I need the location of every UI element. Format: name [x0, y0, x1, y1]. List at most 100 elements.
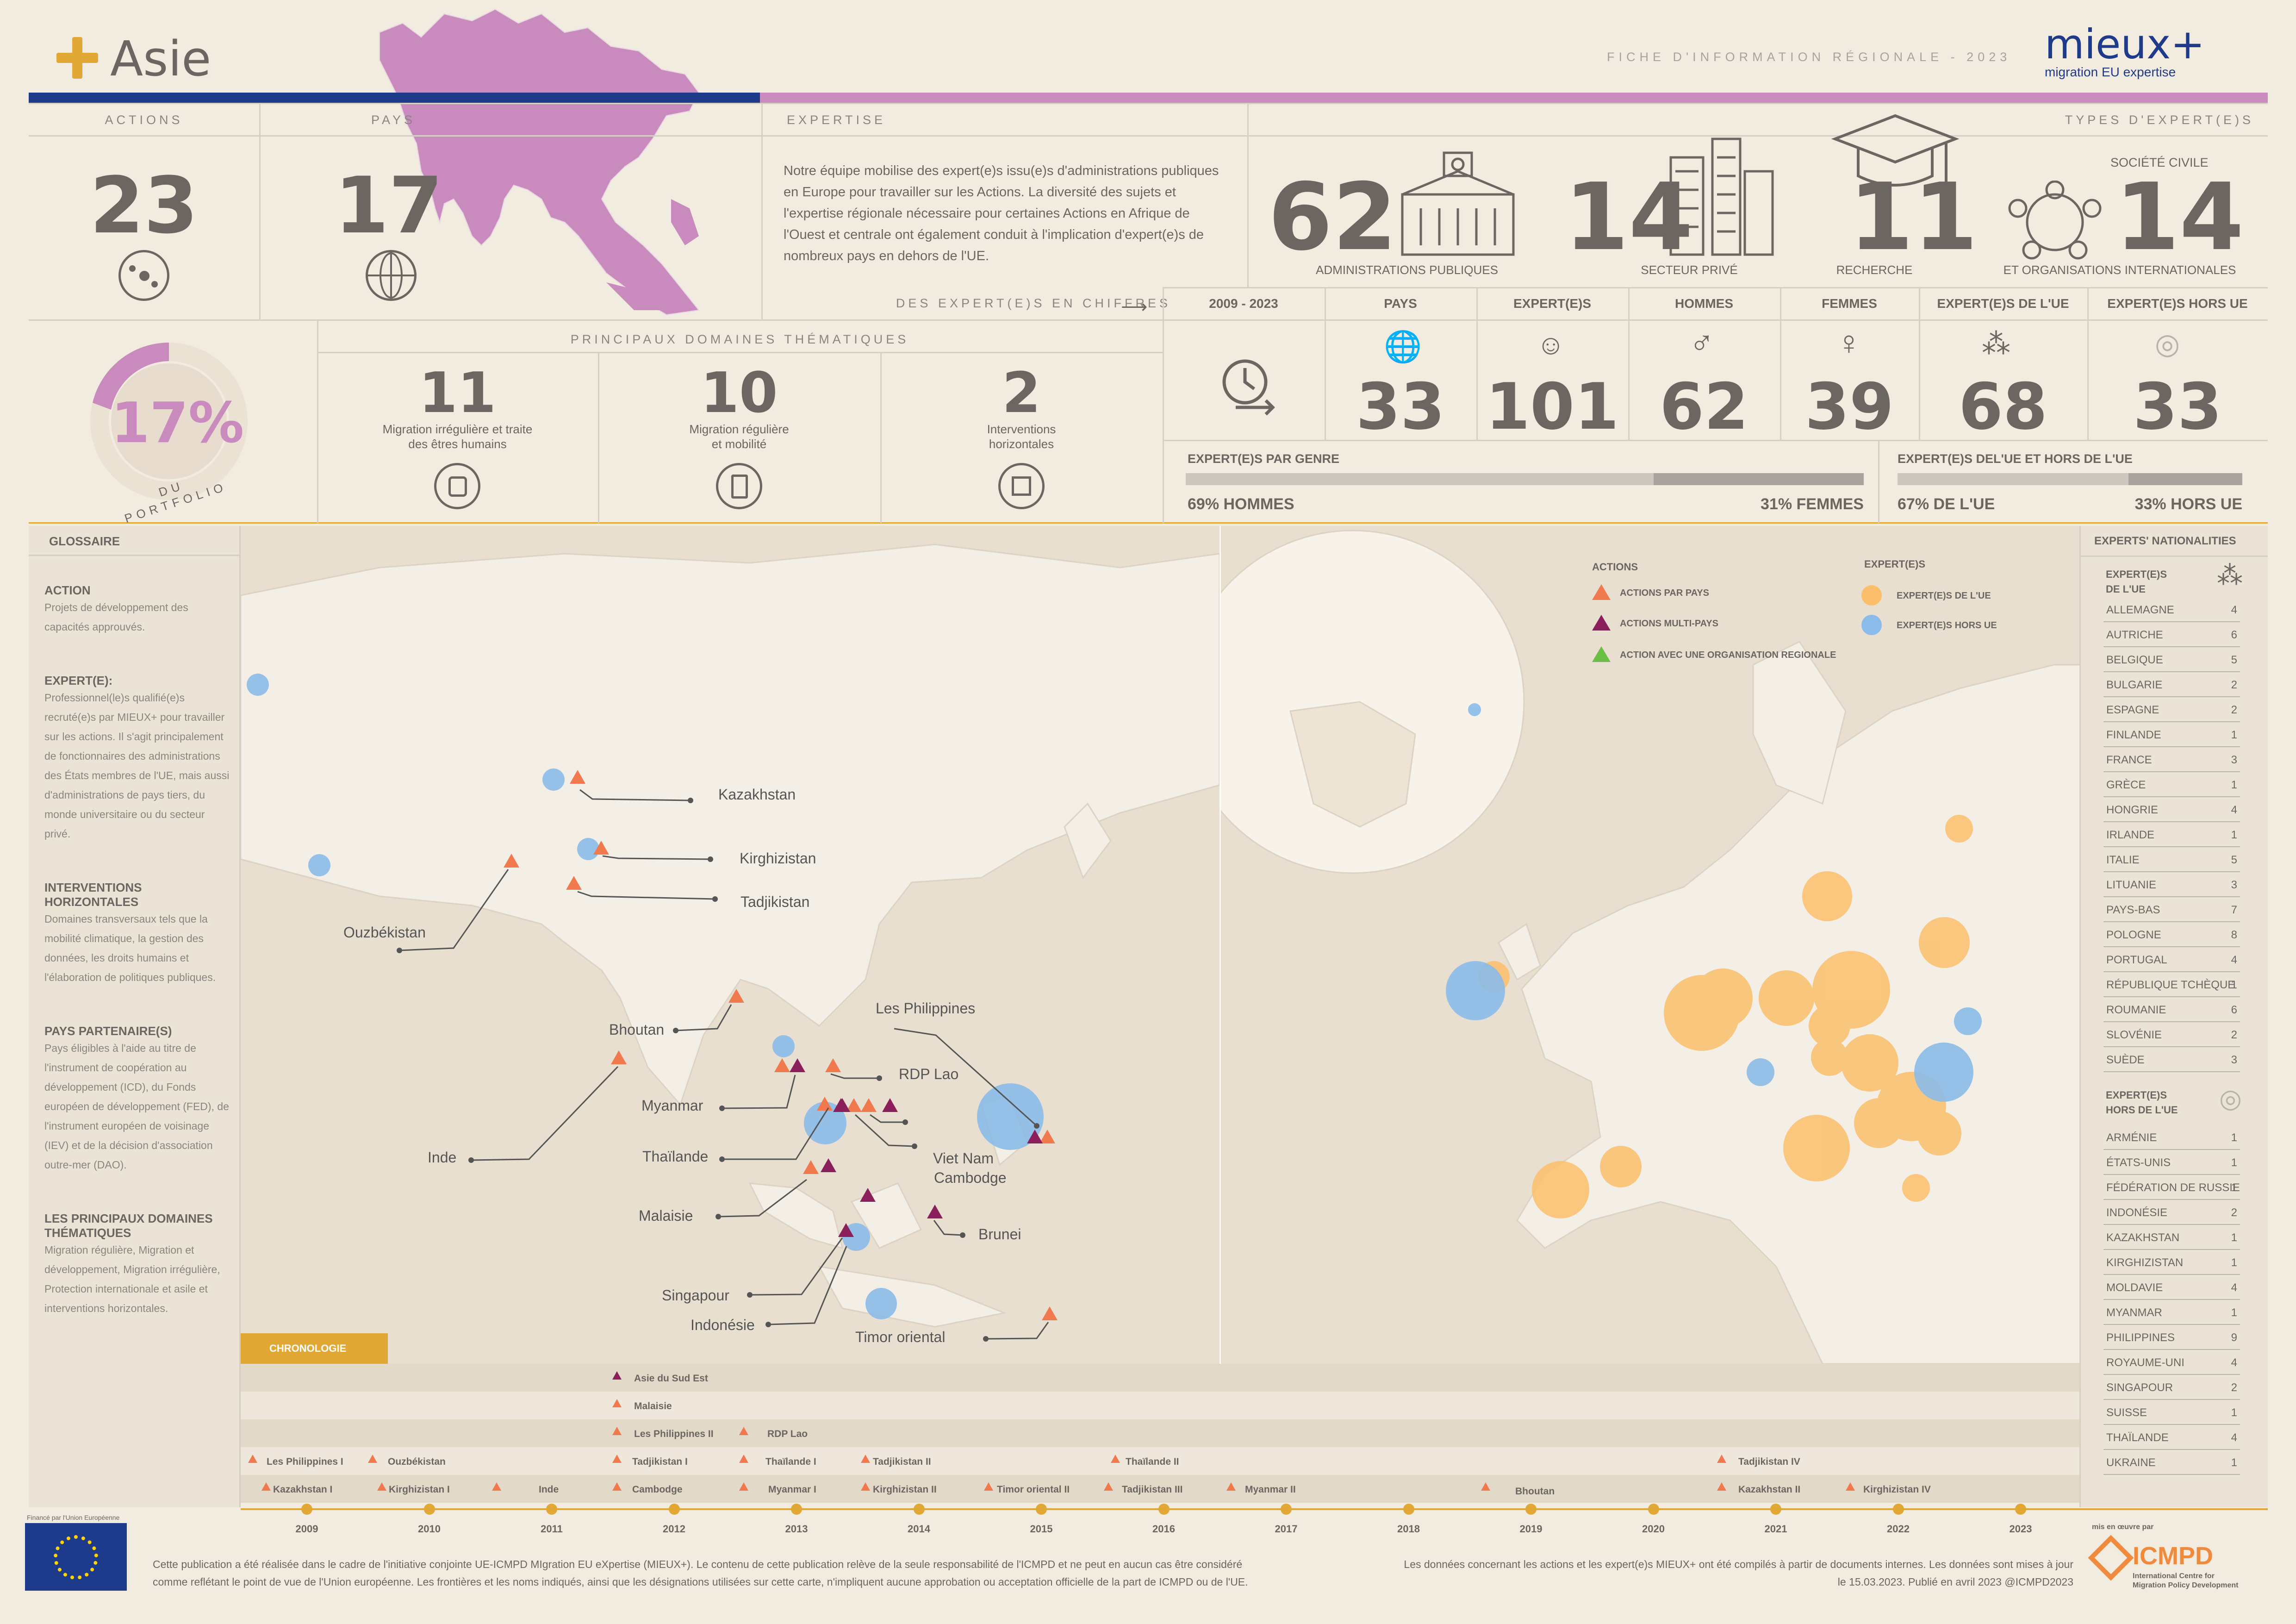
ue-right: 33% HORS UE — [2134, 495, 2242, 513]
nat-country: KAZAKHSTAN — [2106, 1231, 2180, 1244]
nat-count: 1 — [2231, 779, 2237, 791]
nat-country: THAÏLANDE — [2106, 1431, 2169, 1444]
year-label: 2011 — [541, 1523, 563, 1535]
gloss-def-2: Professionnel(le)s qualifié(e)s recruté(… — [44, 692, 230, 840]
nat-eu-row: GRÈCE 1 — [2103, 772, 2240, 797]
domaine-1-label2: des êtres humains — [408, 437, 507, 451]
pays-value: 17 — [335, 160, 443, 251]
nat-noneu-row: ARMÉNIE 1 — [2103, 1125, 2240, 1150]
icmpd-sub1: International Centre for — [2133, 1572, 2215, 1580]
footer-right-2: le 15.03.2023. Publié en avril 2023 @ICM… — [1837, 1576, 2073, 1588]
portfolio-donut — [90, 343, 248, 500]
nat-country: PORTUGAL — [2106, 954, 2167, 966]
nat-country: ARMÉNIE — [2106, 1131, 2157, 1144]
portfolio-value: 17% — [111, 391, 244, 456]
nat-eu-row: RÉPUBLIQUE TCHÈQUE 1 — [2103, 972, 2240, 997]
map-label-thailande: Thaïlande — [642, 1148, 709, 1165]
nat-count: 2 — [2231, 1206, 2237, 1219]
tl-kirghizistan-4: Kirghizistan IV — [1863, 1484, 1931, 1495]
legend-tri-orange-icon — [1592, 584, 1611, 600]
nat-count: 6 — [2231, 1004, 2237, 1016]
icmpd-sub2: Migration Policy Development — [2133, 1581, 2239, 1589]
nat-count: 4 — [2231, 1356, 2237, 1369]
icmpd-logo-icon — [2088, 1535, 2134, 1581]
map-label-philippines: Les Philippines — [876, 1000, 976, 1017]
gloss-term-3: INTERVENTIONS HORIZONTALES — [44, 881, 142, 909]
glossaire-title: GLOSSAIRE — [49, 534, 120, 548]
nat-eu-row: IRLANDE 1 — [2103, 822, 2240, 847]
globe-icon — [366, 250, 417, 301]
gloss-term-4: PAYS PARTENAIRE(S) — [44, 1024, 172, 1038]
gloss-term-1: ACTION — [44, 583, 91, 597]
tl-philippines-1: Les Philippines I — [267, 1456, 343, 1467]
chiffre-head-ue: EXPERT(E)S DE L'UE — [1937, 296, 2069, 311]
year-dot — [1525, 1504, 1537, 1515]
nat-country: FINLANDE — [2106, 729, 2161, 741]
type-societe-value: 14 — [2115, 163, 2244, 271]
graduation-cap-icon — [1831, 114, 1960, 204]
nat-eu-row: SLOVÉNIE 2 — [2103, 1022, 2240, 1047]
nat-count: 2 — [2231, 679, 2237, 691]
tl-kazakhstan-2: Kazakhstan II — [1738, 1484, 1801, 1495]
tl-myanmar-1: Myanmar I — [768, 1484, 816, 1495]
chiffre-head-pays: PAYS — [1384, 296, 1417, 311]
nat-noneu-row: FÉDÉRATION DE RUSSIE 1 — [2103, 1175, 2240, 1200]
nat-noneu-row: SINGAPOUR 2 — [2103, 1375, 2240, 1400]
nat-noneu-row: ÉTATS-UNIS 1 — [2103, 1150, 2240, 1175]
tl-kirghizistan-1: Kirghizistan I — [389, 1484, 450, 1495]
icmpd-name: ICMPD — [2133, 1542, 2213, 1570]
type-prive-label: SECTEUR PRIVÉ — [1641, 263, 1738, 277]
nat-country: PAYS-BAS — [2106, 904, 2160, 916]
map-label-malaisie: Malaisie — [639, 1207, 693, 1224]
asia-map — [241, 526, 1220, 1364]
chiffre-horsue: 33 — [2133, 369, 2222, 444]
tl-kirghizistan-2: Kirghizistan II — [873, 1484, 937, 1495]
chiffre-head-femmes: FEMMES — [1822, 296, 1877, 311]
male-icon: ♂ — [1689, 325, 1714, 362]
type-admin-label: ADMINISTRATIONS PUBLIQUES — [1316, 263, 1498, 277]
nat-count: 1 — [2231, 1156, 2237, 1169]
navy-bar — [29, 93, 760, 103]
gloss-def-3: Domaines transversaux tels que la mobili… — [44, 913, 216, 983]
nat-count: 1 — [2231, 1306, 2237, 1319]
nat-count: 2 — [2231, 1029, 2237, 1041]
nat-country: HONGRIE — [2106, 804, 2159, 816]
nat-count: 1 — [2231, 1131, 2237, 1144]
nat-eu-row: FINLANDE 1 — [2103, 722, 2240, 747]
nat-count: 3 — [2231, 1054, 2237, 1066]
type-recherche-value: 11 — [1849, 163, 1978, 271]
nat-country: POLOGNE — [2106, 929, 2161, 941]
year-dot — [913, 1504, 925, 1515]
nat-country: UKRAINE — [2106, 1456, 2156, 1469]
gloss-def-5: Migration régulière, Migration et dévelo… — [44, 1244, 220, 1314]
domaine-3-value: 2 — [1002, 361, 1041, 425]
tl-tadjikistan-1: Tadjikistan I — [632, 1456, 688, 1467]
domaine-1-label1: Migration irrégulière et traite — [382, 422, 533, 436]
actions-label: ACTIONS — [105, 113, 183, 127]
nat-count: 2 — [2231, 1381, 2237, 1394]
legend-tri-green-icon — [1592, 646, 1611, 662]
legend-a2: ACTIONS MULTI-PAYS — [1620, 618, 1718, 629]
puzzle-icon — [998, 463, 1045, 509]
mis-label: mis en œuvre par — [2092, 1523, 2154, 1531]
tl-timor-2: Timor oriental II — [997, 1484, 1070, 1495]
nat-title: EXPERTS' NATIONALITIES — [2094, 535, 2236, 547]
nat-eu-row: ROUMANIE 6 — [2103, 997, 2240, 1022]
year-dot — [1403, 1504, 1414, 1515]
legend-noneu-dot-icon — [1861, 615, 1882, 635]
legend-eu-dot-icon — [1861, 585, 1882, 606]
legend-a1: ACTIONS PAR PAYS — [1620, 588, 1709, 598]
map-label-vietnam: Viet Nam — [933, 1150, 994, 1167]
nat-country: ESPAGNE — [2106, 704, 2159, 716]
nat-country: SINGAPOUR — [2106, 1381, 2173, 1394]
nat-count: 4 — [2231, 1431, 2237, 1444]
chiffres-period: 2009 - 2023 — [1209, 296, 1278, 311]
map-label-rdplao: RDP Lao — [899, 1066, 959, 1082]
tl-philippines-2: Les Philippines II — [634, 1429, 714, 1439]
chiffre-head-horsue: EXPERT(E)S HORS UE — [2107, 296, 2248, 311]
nat-count: 5 — [2231, 854, 2237, 866]
nat-country: GRÈCE — [2106, 779, 2146, 791]
chiffre-head-experts: EXPERT(E)S — [1513, 296, 1592, 311]
chiffre-hommes: 62 — [1659, 369, 1749, 444]
nat-eu-row: PORTUGAL 4 — [2103, 947, 2240, 972]
